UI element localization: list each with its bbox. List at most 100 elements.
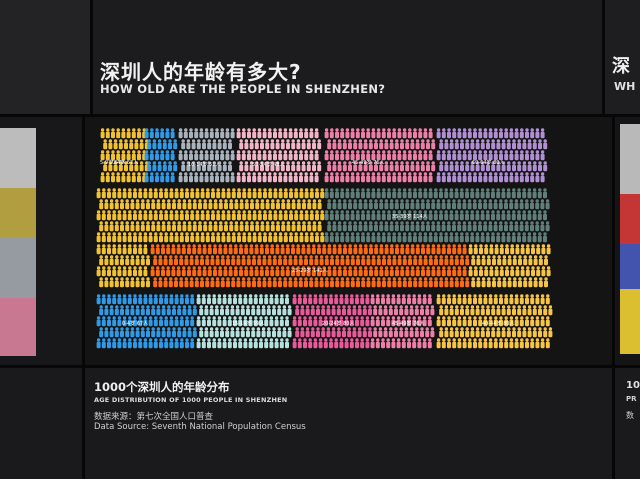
person-icon [392,128,396,132]
person-icon [295,308,300,316]
person-icon [465,330,470,338]
person-icon [353,202,358,210]
person-icon [99,224,104,232]
person-icon [273,175,277,183]
person-icon [259,316,263,320]
person-icon [215,305,219,309]
person-icon [185,213,189,221]
person-icon [350,316,354,320]
person-icon [405,139,409,143]
person-icon [436,153,441,161]
person-icon [384,247,389,255]
person-icon [444,235,449,243]
person-icon [343,244,347,248]
person-icon [209,327,214,331]
person-icon [317,266,321,270]
person-icon [345,131,350,139]
person-icon [412,297,417,305]
person-icon [133,188,137,192]
person-icon [382,188,386,192]
person-icon [465,232,469,236]
person-icon [154,188,158,192]
person-icon [163,139,167,143]
person-icon [204,330,209,338]
person-icon [486,161,490,165]
person-icon [96,294,101,298]
person-icon [143,341,148,349]
person-icon [197,269,202,277]
person-icon [530,316,534,320]
person-icon [460,327,464,331]
person-icon [120,305,124,309]
person-icon [460,139,464,143]
person-icon [415,161,420,165]
person-icon [265,224,270,232]
person-icon [488,316,493,320]
person-icon [99,202,104,210]
person-icon [102,266,106,270]
person-icon [172,202,176,210]
person-icon [208,224,213,232]
person-icon [318,341,323,349]
person-icon [185,210,189,214]
person-icon [423,153,428,161]
person-icon [376,213,381,221]
person-icon [195,191,200,199]
person-icon [400,266,404,270]
person-icon [447,266,451,270]
person-icon [208,221,213,225]
person-icon [152,161,157,165]
person-icon [259,247,264,255]
person-icon [208,266,212,270]
person-icon [174,188,179,192]
person-icon [468,172,472,176]
person-icon [181,247,186,255]
person-icon [140,280,145,288]
person-icon [360,319,365,327]
person-icon [478,221,482,225]
person-icon [317,224,322,232]
person-icon [187,308,192,316]
person-icon [330,255,334,259]
person-icon [104,255,109,259]
person-icon [345,277,350,281]
person-icon [153,258,158,266]
person-icon [457,269,462,277]
person-icon [485,235,490,243]
person-icon [350,258,355,266]
person-icon [116,153,121,161]
person-icon [144,153,149,161]
person-icon [135,258,140,266]
person-icon [230,131,235,139]
person-icon [229,202,234,210]
person-icon [364,266,368,270]
person-icon [180,338,184,342]
person-icon [185,294,189,298]
person-icon [507,327,511,331]
person-icon [483,172,488,176]
person-icon [345,258,350,266]
person-icon [185,235,189,243]
person-icon [273,210,278,214]
person-icon [161,269,165,277]
person-icon [139,139,144,143]
person-icon [400,161,404,165]
person-icon [447,244,451,248]
person-icon [304,150,308,154]
person-icon [501,232,506,236]
person-icon [416,266,420,270]
person-icon [366,213,371,221]
person-icon [295,330,300,338]
person-icon [299,235,304,243]
person-icon [255,221,259,225]
person-icon [350,210,355,214]
person-icon [299,175,303,183]
person-icon [241,277,246,281]
person-icon [247,175,251,183]
person-icon [332,164,337,172]
person-icon [117,341,122,349]
person-icon [332,202,337,210]
person-icon [405,266,410,270]
person-icon [276,224,280,232]
person-icon [252,232,257,236]
